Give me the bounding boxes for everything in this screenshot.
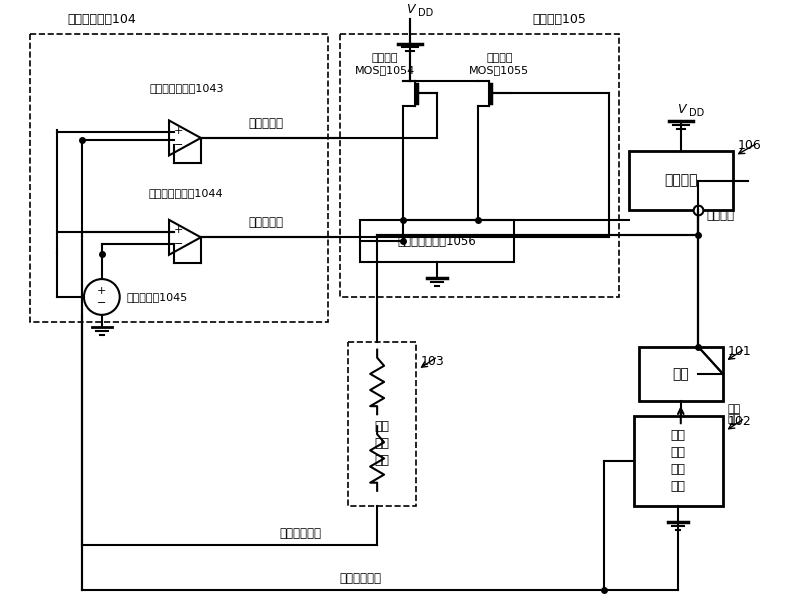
Text: 电流输出端: 电流输出端 — [248, 117, 283, 130]
Bar — [634, 416, 723, 506]
Text: V: V — [677, 103, 685, 116]
Text: 电压环路: 电压环路 — [486, 54, 513, 63]
Text: 101: 101 — [728, 345, 752, 358]
Text: DD: DD — [689, 108, 704, 118]
Bar — [348, 342, 416, 506]
Text: DD: DD — [418, 7, 433, 18]
Text: 基准电压源1045: 基准电压源1045 — [126, 292, 188, 302]
Text: 电压
采样
单元: 电压 采样 单元 — [374, 420, 390, 467]
Text: 电流: 电流 — [728, 414, 742, 424]
Text: 输出电压: 输出电压 — [706, 209, 734, 222]
Text: 电流
采样
转换
单元: 电流 采样 转换 单元 — [670, 429, 686, 493]
Bar — [30, 34, 329, 322]
Text: +: + — [174, 126, 183, 136]
Text: 电流环路放大器1043: 电流环路放大器1043 — [149, 83, 223, 93]
Text: 102: 102 — [728, 415, 752, 428]
Text: 103: 103 — [421, 355, 445, 368]
Bar — [629, 151, 733, 211]
Text: 电流采样信号: 电流采样信号 — [339, 572, 382, 585]
Text: +: + — [174, 225, 183, 235]
Bar — [360, 221, 514, 262]
Text: 电压环路放大器1044: 电压环路放大器1044 — [149, 187, 224, 198]
Text: −: − — [174, 140, 183, 150]
Text: +: + — [97, 286, 106, 296]
Text: 选样单元105: 选样单元105 — [532, 12, 586, 26]
Text: 输出: 输出 — [728, 404, 742, 415]
Text: 比较放大单元104: 比较放大单元104 — [67, 12, 136, 26]
Text: −: − — [97, 298, 106, 308]
Bar — [340, 34, 618, 297]
Bar — [638, 347, 723, 401]
Text: 电流环路: 电流环路 — [372, 54, 398, 63]
Text: 106: 106 — [738, 139, 762, 152]
Text: 压控电阻: 压控电阻 — [664, 174, 698, 188]
Text: 电压采样信号: 电压采样信号 — [280, 527, 322, 540]
Text: MOS管1054: MOS管1054 — [355, 65, 415, 75]
Text: −: − — [174, 240, 183, 249]
Text: 电压输出端: 电压输出端 — [248, 216, 283, 229]
Text: 负载: 负载 — [673, 367, 689, 381]
Text: 共模电平子单元1056: 共模电平子单元1056 — [398, 235, 477, 248]
Text: V: V — [406, 2, 414, 15]
Text: MOS管1055: MOS管1055 — [470, 65, 530, 75]
